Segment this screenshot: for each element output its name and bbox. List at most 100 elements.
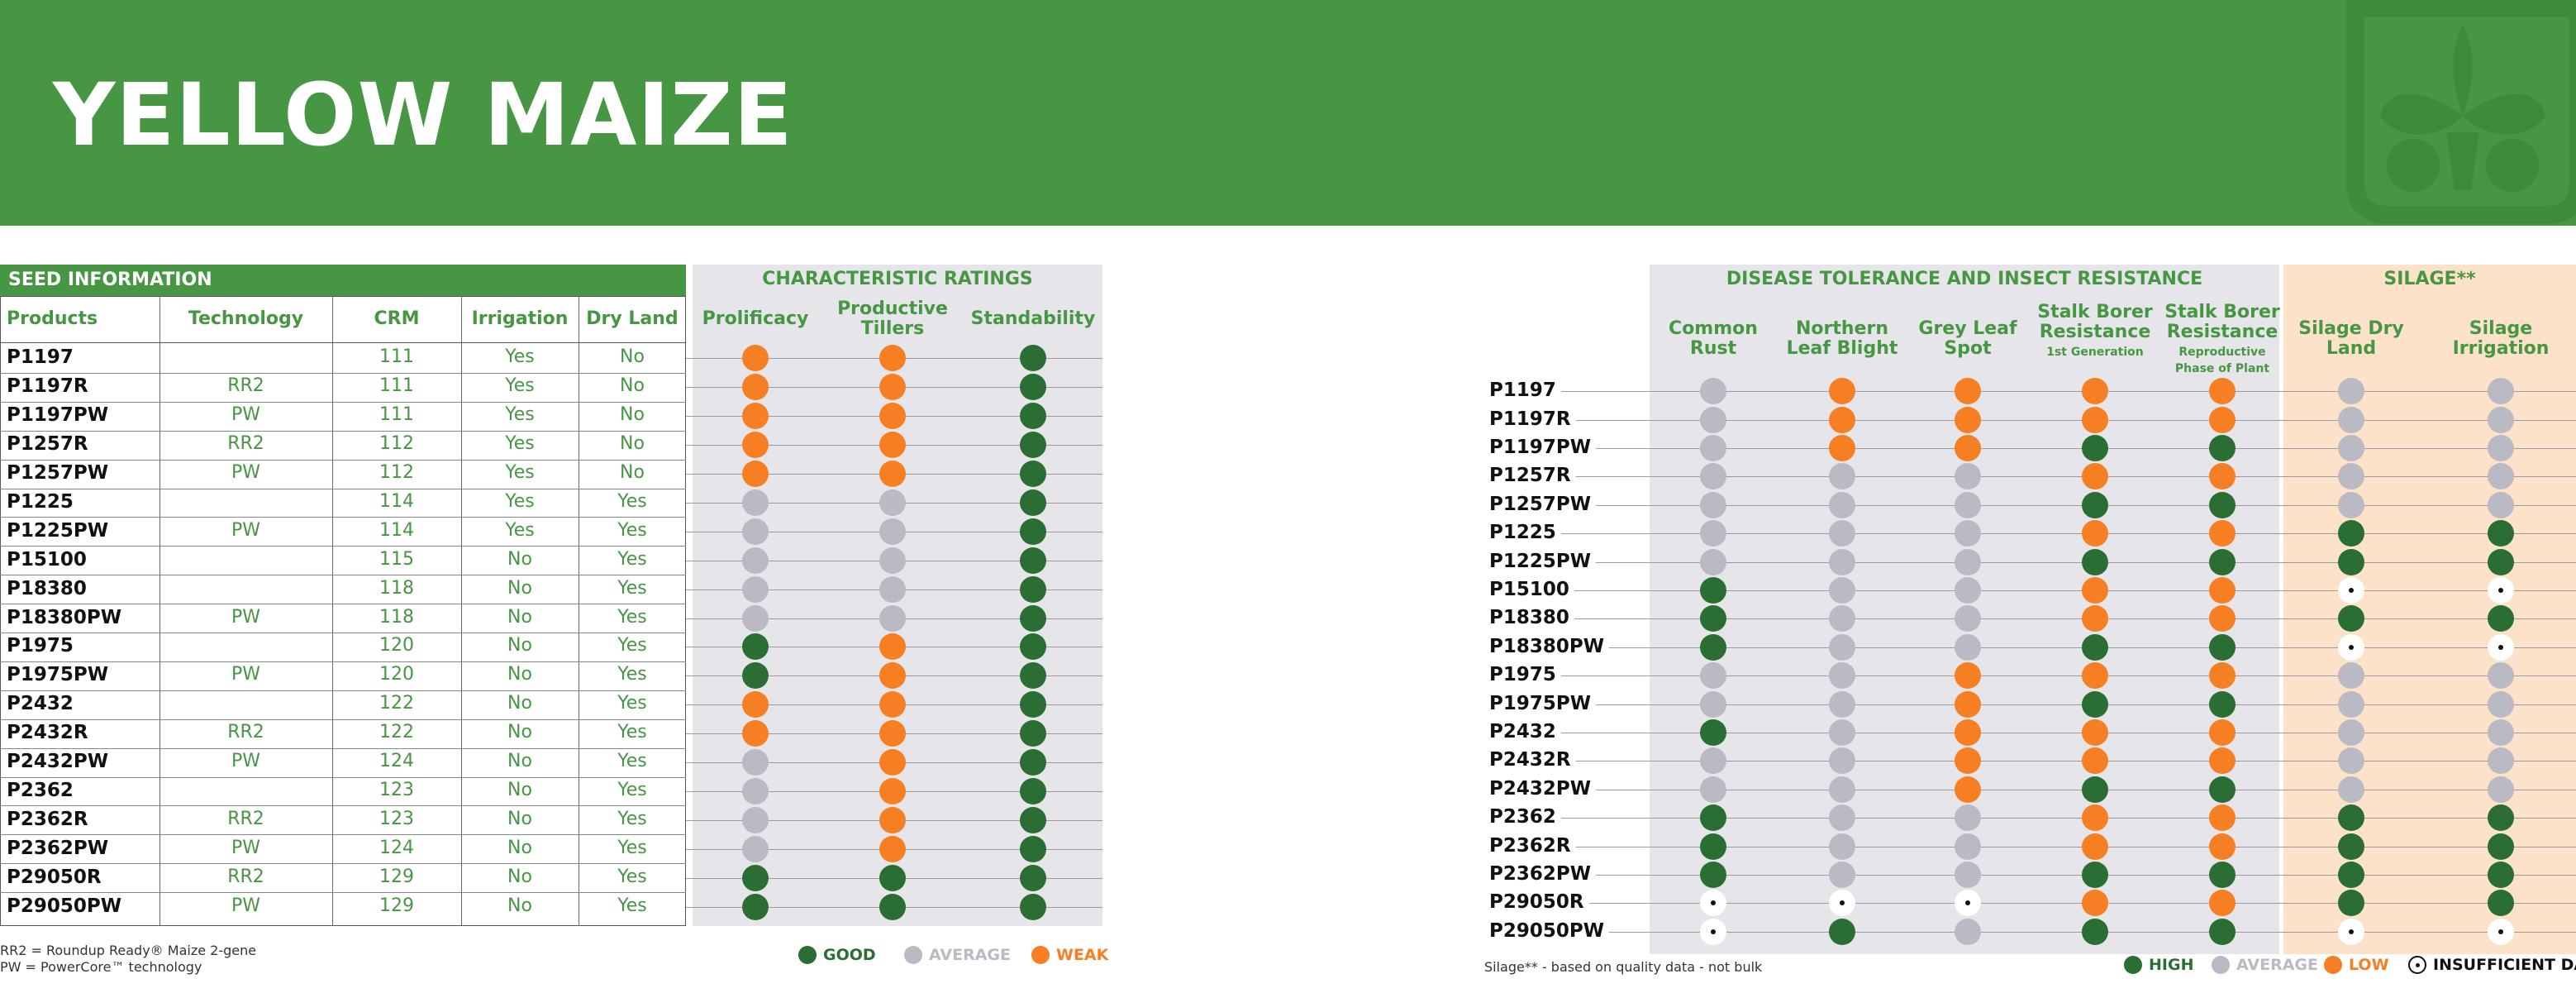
- rating-dot-average: [1955, 833, 1981, 860]
- technology-cell: RR2: [227, 808, 264, 829]
- rating-dot-weak: [2209, 833, 2236, 860]
- irrigation-cell: Yes: [505, 519, 535, 541]
- dry-land-cell: No: [620, 462, 645, 484]
- rating-guideline: [1545, 903, 2576, 905]
- rating-dot-average: [742, 518, 769, 545]
- rating-dot-good: [2488, 605, 2514, 633]
- dry-land-cell: Yes: [617, 779, 647, 800]
- column-header-northern-leaf-blight: Northern Leaf Blight: [1786, 318, 1898, 359]
- rating-dot-average: [1955, 804, 1981, 832]
- rating-dot-good: [742, 662, 769, 690]
- product-name: P1225PW: [7, 519, 109, 542]
- rating-dot-weak: [1955, 406, 1981, 433]
- rating-dot-average: [1700, 463, 1726, 490]
- crm-cell: 115: [379, 548, 414, 570]
- rating-dot-average: [2488, 662, 2514, 690]
- rating-guideline: [1545, 931, 2576, 933]
- rating-dot-average: [1955, 491, 1981, 518]
- irrigation-cell: No: [507, 808, 532, 829]
- rating-dot-weak: [879, 633, 906, 661]
- rating-dot-good: [2488, 862, 2514, 888]
- column-header-products: Products: [7, 308, 98, 329]
- table-row-divider: [0, 372, 686, 374]
- crm-cell: 118: [379, 577, 414, 599]
- silage-panel: [2283, 265, 2576, 954]
- column-header-grey-leaf-spot: Grey Leaf Spot: [1918, 318, 2017, 359]
- product-name: P2362R: [1489, 834, 1576, 857]
- rating-dot-good: [2082, 776, 2108, 803]
- footnote-silage: Silage** - based on quality data - not b…: [1484, 959, 1763, 975]
- rating-dot-weak: [2209, 378, 2236, 405]
- rating-dot-average: [742, 604, 769, 632]
- rating-dot-average: [1829, 804, 1855, 832]
- product-name: P2362: [7, 779, 74, 801]
- rating-dot-weak: [742, 403, 769, 430]
- product-name: P2362: [1489, 806, 1561, 828]
- irrigation-cell: No: [507, 577, 532, 599]
- technology-cell: PW: [231, 462, 261, 484]
- irrigation-cell: Yes: [505, 375, 535, 397]
- rating-dot-good: [2338, 862, 2364, 888]
- column-header-technology: Technology: [188, 308, 304, 329]
- rating-dot-average: [1829, 776, 1855, 803]
- table-row-divider: [0, 863, 686, 865]
- rating-dot-good: [2209, 918, 2236, 945]
- table-row-divider: [0, 747, 686, 749]
- rating-dot-average: [1955, 548, 1981, 575]
- rating-dot-average: [879, 575, 906, 603]
- rating-dot-weak: [2082, 378, 2108, 405]
- rating-dot-weak: [2082, 662, 2108, 690]
- product-name: P29050R: [7, 866, 102, 888]
- rating-dot-average: [1955, 577, 1981, 604]
- rating-dot-good: [1020, 749, 1046, 776]
- irrigation-cell: No: [507, 895, 532, 916]
- rating-dot-average: [2338, 776, 2364, 803]
- rating-dot-weak: [2082, 463, 2108, 490]
- rating-dot-average: [2488, 747, 2514, 775]
- irrigation-cell: Yes: [505, 404, 535, 426]
- rating-dot-good: [2082, 862, 2108, 888]
- crm-cell: 122: [379, 722, 414, 743]
- rating-dot-good: [1020, 461, 1046, 488]
- table-row-divider: [0, 892, 686, 894]
- rating-dot-weak: [742, 691, 769, 718]
- irrigation-cell: No: [507, 866, 532, 887]
- rating-dot-average: [1829, 463, 1855, 490]
- rating-dot-good: [879, 864, 906, 891]
- rating-dot-insufficient-data: [1829, 890, 1855, 917]
- rating-dot-average: [2338, 435, 2364, 461]
- rating-dot-average: [2488, 378, 2514, 405]
- rating-dot-average: [1829, 719, 1855, 746]
- rating-guideline: [1545, 533, 2576, 535]
- rating-dot-average: [2488, 463, 2514, 490]
- rating-dot-good: [2488, 890, 2514, 917]
- rating-dot-weak: [879, 662, 906, 690]
- rating-dot-weak: [742, 345, 769, 372]
- technology-cell: PW: [231, 751, 261, 772]
- crm-cell: 114: [379, 519, 414, 541]
- rating-dot-good: [1020, 403, 1046, 430]
- rating-dot-weak: [2082, 577, 2108, 604]
- technology-cell: PW: [231, 895, 261, 916]
- rating-dot-good: [2488, 520, 2514, 547]
- rating-dot-good: [1020, 547, 1046, 574]
- column-header-stalk-borer-resistance: Stalk Borer Resistance: [2164, 302, 2280, 342]
- rating-dot-weak: [2209, 577, 2236, 604]
- product-name: P1257PW: [7, 462, 109, 485]
- rating-dot-average: [1955, 633, 1981, 661]
- crm-cell: 120: [379, 635, 414, 656]
- product-name: P15100: [1489, 579, 1574, 600]
- rating-dot-good: [2488, 833, 2514, 860]
- dry-land-cell: Yes: [617, 837, 647, 858]
- rating-dot-good: [1700, 633, 1726, 661]
- dry-land-cell: Yes: [617, 808, 647, 829]
- rating-dot-average: [2338, 690, 2364, 718]
- rating-dot-average: [1700, 747, 1726, 775]
- rating-dot-weak: [879, 777, 906, 804]
- rating-dot-good: [1020, 518, 1046, 545]
- rating-guideline: [1545, 590, 2576, 591]
- rating-dot-average: [1829, 833, 1855, 860]
- rating-dot-average: [2338, 406, 2364, 433]
- rating-dot-weak: [1955, 662, 1981, 690]
- rating-dot-weak: [2082, 605, 2108, 633]
